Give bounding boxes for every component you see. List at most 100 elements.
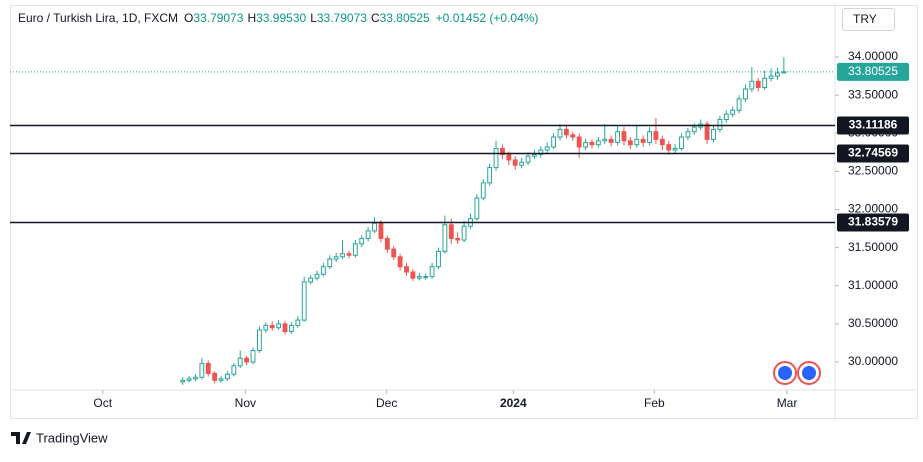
candle-body xyxy=(647,131,652,143)
candle-body xyxy=(346,253,352,256)
candle-body xyxy=(595,140,601,146)
candle-body xyxy=(199,363,205,378)
candle-body xyxy=(743,88,748,100)
x-tick-label: Nov xyxy=(235,396,256,410)
candle-body xyxy=(615,131,620,143)
candle-body xyxy=(205,363,211,374)
currency[interactable]: TRY xyxy=(853,12,877,26)
candle-body xyxy=(455,237,461,241)
candle-body xyxy=(410,271,416,279)
candle-body xyxy=(589,141,595,146)
logo: TradingView xyxy=(11,430,108,445)
candle-body xyxy=(602,138,608,142)
y-tick-label: 33.50000 xyxy=(848,87,898,101)
candle-body xyxy=(186,378,192,381)
candle-body xyxy=(340,253,345,258)
x-tick-label: Mar xyxy=(777,396,798,410)
symbol: Euro / Turkish Lira, 1D, FXCM xyxy=(18,11,178,25)
x-tick-label: Dec xyxy=(376,396,397,410)
candle-body xyxy=(461,225,467,241)
event-icons xyxy=(773,361,821,385)
candle-body xyxy=(525,155,531,163)
candle-body xyxy=(672,147,678,151)
candle-body xyxy=(736,98,742,111)
candle-body xyxy=(180,379,186,383)
candle-body xyxy=(365,230,371,239)
header: Euro / Turkish Lira, 1D, FXCM O33.79073 H3… xyxy=(18,11,538,25)
event-icon-inner xyxy=(802,366,816,380)
candle-body xyxy=(551,136,557,148)
plot xyxy=(180,57,787,385)
candle-body xyxy=(314,273,320,279)
y-tick-label: 32.50000 xyxy=(848,164,898,178)
candle-body xyxy=(659,138,665,146)
candle-body xyxy=(288,324,294,333)
y-tick-label: 32.00000 xyxy=(848,202,898,216)
candle-body xyxy=(640,138,646,143)
y-tick-label: 34.00000 xyxy=(848,49,898,63)
candle-body xyxy=(359,237,365,245)
candle-body xyxy=(506,154,512,161)
c-label: C xyxy=(371,11,380,25)
candle-body xyxy=(244,357,250,363)
candle-body xyxy=(263,324,269,331)
candle-body xyxy=(212,372,218,381)
candle-body xyxy=(711,128,716,140)
candle-body xyxy=(487,167,493,184)
level-label-box xyxy=(837,116,909,135)
candle-body xyxy=(301,281,307,321)
candle-body xyxy=(333,256,339,260)
candle-body xyxy=(237,357,243,367)
candle-body xyxy=(653,131,659,140)
h-label: H xyxy=(247,11,256,25)
change: +0.01452 (+0.04%) xyxy=(436,11,539,25)
candle-body xyxy=(416,276,422,279)
candle-body xyxy=(634,138,640,146)
candle-body xyxy=(269,324,275,329)
last-price-label: 33.80525 xyxy=(848,64,898,78)
candle-body xyxy=(282,323,288,333)
candle-body xyxy=(442,224,448,252)
candle-body xyxy=(570,134,576,138)
candle-body xyxy=(500,147,505,156)
candle-body xyxy=(755,80,761,88)
h-value: 33.99530 xyxy=(256,11,306,25)
y-tick-label: 30.00000 xyxy=(848,354,898,368)
candle-body xyxy=(193,376,198,380)
candle-body xyxy=(557,128,563,138)
candle-body xyxy=(327,258,333,268)
frame xyxy=(10,5,918,419)
candle-body xyxy=(493,147,499,169)
candle-body xyxy=(583,141,588,148)
o-value: 33.79073 xyxy=(193,11,243,25)
level-label: 32.74569 xyxy=(848,146,898,160)
candle-body xyxy=(231,365,237,375)
level-label: 31.83579 xyxy=(848,215,898,229)
candle-body xyxy=(768,75,774,79)
candle-body xyxy=(372,222,377,232)
y-tick-label: 31.50000 xyxy=(848,240,898,254)
l-label: L xyxy=(310,11,317,25)
candle-body xyxy=(250,350,256,363)
candle-body xyxy=(218,378,224,381)
candle-body xyxy=(436,250,441,268)
candle-body xyxy=(704,123,710,140)
candle-body xyxy=(320,266,326,275)
candle-body xyxy=(717,119,723,130)
candle-body xyxy=(679,136,684,149)
c-value: 33.80525 xyxy=(380,11,430,25)
candle-body xyxy=(538,149,544,156)
x-tick-label: Oct xyxy=(93,396,112,410)
candle-body xyxy=(563,128,569,136)
x-tick-label: 2024 xyxy=(500,396,527,410)
candle-body xyxy=(480,182,486,199)
currency-button[interactable] xyxy=(842,8,895,31)
candle-body xyxy=(352,243,358,256)
candle-body xyxy=(685,131,691,138)
logo-mark xyxy=(11,432,31,444)
candle-body xyxy=(621,131,627,142)
candle-body xyxy=(781,71,787,74)
candle-body xyxy=(423,276,429,279)
